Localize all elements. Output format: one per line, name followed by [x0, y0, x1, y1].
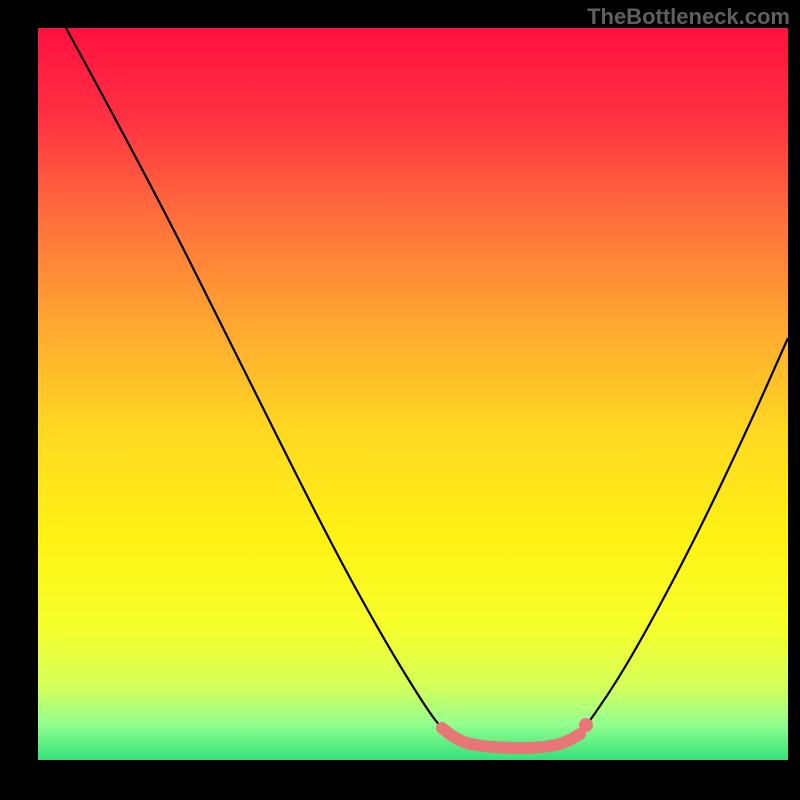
frame-left	[0, 0, 38, 800]
highlight-end-dot	[579, 718, 593, 732]
bottleneck-curve	[38, 28, 788, 760]
curve-left-branch	[66, 28, 443, 730]
plot-area	[38, 28, 788, 760]
frame-right	[788, 0, 800, 800]
highlight-valley	[442, 728, 580, 748]
watermark-text: TheBottleneck.com	[587, 4, 790, 30]
frame-bottom	[0, 760, 800, 800]
curve-right-branch	[583, 338, 788, 730]
